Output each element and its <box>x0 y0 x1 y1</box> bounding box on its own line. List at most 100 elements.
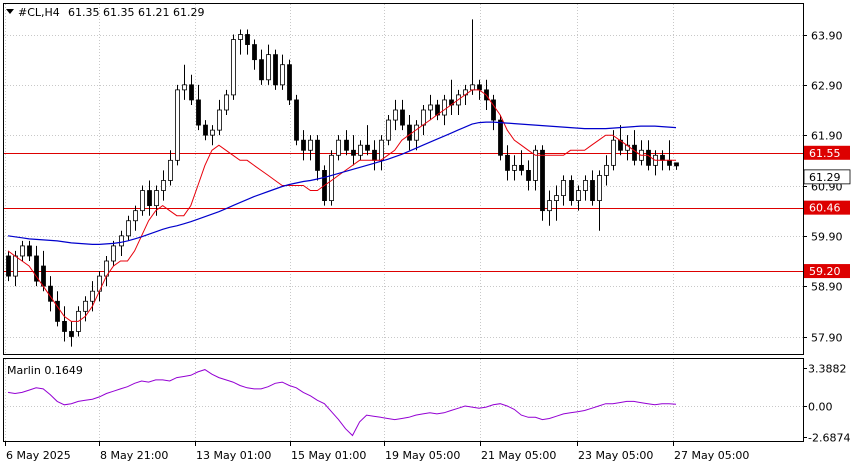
price-tick-label: 61.90 <box>811 130 843 143</box>
candle-body <box>62 320 67 332</box>
candle-body <box>611 139 616 166</box>
candle-body <box>273 54 278 86</box>
candle-body <box>196 99 201 126</box>
oscillator-tick-label: 3.3882 <box>808 363 847 376</box>
candle-body <box>379 139 384 161</box>
candle-body <box>161 180 166 191</box>
candle-body <box>358 144 363 156</box>
symbol-timeframe: #CL,H4 <box>18 6 60 19</box>
time-tick-label: 8 May 21:00 <box>100 449 168 462</box>
candle-body <box>660 154 665 161</box>
candle-body <box>667 159 672 166</box>
oscillator <box>7 369 677 437</box>
candle-body <box>210 129 215 136</box>
price-tick-label: 63.90 <box>811 30 843 43</box>
time-tick-label: 21 May 05:00 <box>481 449 556 462</box>
main-panel-frame <box>3 3 804 355</box>
candle-body <box>252 44 257 61</box>
oscillator-tick-label: 0.00 <box>808 401 833 414</box>
oscillator-line <box>7 369 677 437</box>
candle-body <box>238 34 243 40</box>
candle-body <box>224 94 229 111</box>
price-tick-label: 58.90 <box>811 281 843 294</box>
level-label: 60.46 <box>809 202 841 215</box>
candle-body <box>111 245 116 262</box>
moving-averages <box>7 89 677 322</box>
price-tick-label: 57.90 <box>811 332 843 345</box>
grid <box>4 4 803 441</box>
time-tick-label: 27 May 05:00 <box>674 449 749 462</box>
price-axis: 63.9062.9061.9060.9059.9058.9057.9061.55… <box>803 30 850 445</box>
candle-body <box>83 300 88 312</box>
time-tick-label: 13 May 01:00 <box>196 449 271 462</box>
candle-body <box>583 180 588 191</box>
candle-body <box>533 149 538 181</box>
candle-body <box>133 210 138 222</box>
last-price-label: 61.29 <box>809 171 841 184</box>
candle-body <box>421 109 426 126</box>
candle-body <box>604 164 609 176</box>
price-tick-label: 62.90 <box>811 80 843 93</box>
candle-body <box>554 195 559 201</box>
candle-body <box>217 109 222 131</box>
time-axis: 6 May 2025 8 May 21:00 13 May 01:00 15 May … <box>5 442 749 462</box>
candle-body <box>329 154 334 202</box>
candle-body <box>203 124 208 136</box>
candle-body <box>491 99 496 121</box>
candle-body <box>505 154 510 171</box>
candle-body <box>287 64 292 101</box>
time-tick-label: 6 May 2025 <box>6 449 71 462</box>
last-price-box <box>803 169 851 185</box>
candle-body <box>632 144 637 161</box>
dropdown-triangle-icon[interactable] <box>6 9 14 14</box>
level-label-box <box>804 145 850 160</box>
candle-body <box>407 124 412 141</box>
candle-body <box>294 99 299 141</box>
indicator-label: Marlin 0.1649 <box>7 364 83 377</box>
candle-body <box>69 331 74 337</box>
candle-body <box>561 180 566 196</box>
level-label-box <box>804 200 850 215</box>
candle-body <box>428 104 433 111</box>
candle-body <box>547 200 552 212</box>
candle-body <box>140 190 145 212</box>
slow-ma-line <box>7 121 677 245</box>
candle-body <box>301 139 306 151</box>
candle-body <box>259 59 264 81</box>
candle-body <box>308 139 313 151</box>
candle-body <box>266 54 271 81</box>
candle-body <box>674 162 679 167</box>
candle-body <box>280 64 285 86</box>
candle-body <box>175 89 180 161</box>
candle-body <box>168 159 173 181</box>
candle-body <box>55 300 60 322</box>
candle-body <box>414 124 419 141</box>
indicator-panel-frame <box>3 358 804 442</box>
time-tick-label: 23 May 05:00 <box>578 449 653 462</box>
candle-body <box>90 290 95 302</box>
candle-body <box>6 255 11 277</box>
candle-body <box>526 169 531 181</box>
candle-body <box>646 149 651 166</box>
candle-body <box>540 149 545 212</box>
candle-body <box>519 164 524 171</box>
candle-body <box>119 235 124 247</box>
candle-body <box>126 220 131 237</box>
candle-body <box>182 84 187 91</box>
candle-body <box>372 149 377 161</box>
candle-body <box>477 84 482 91</box>
candle-body <box>470 84 475 91</box>
candle-body <box>245 34 250 45</box>
candle-body <box>336 139 341 156</box>
candle-body <box>442 99 447 116</box>
level-label-box <box>804 264 850 279</box>
time-tick-label: 15 May 01:00 <box>291 449 366 462</box>
candle-body <box>189 84 194 101</box>
candle-body <box>34 255 39 282</box>
candle-body <box>20 245 25 257</box>
candle-body <box>590 180 595 201</box>
time-tick-label: 19 May 05:00 <box>385 449 460 462</box>
level-label: 61.55 <box>809 147 841 160</box>
candle-body <box>41 265 46 287</box>
